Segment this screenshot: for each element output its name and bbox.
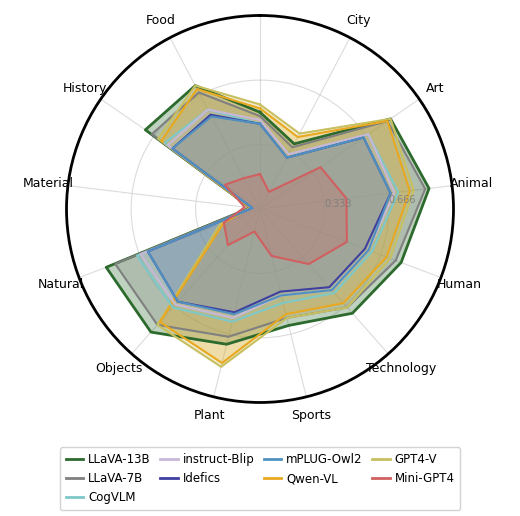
Text: 0.666: 0.666 [388, 195, 416, 205]
Polygon shape [106, 86, 429, 344]
Polygon shape [137, 109, 398, 321]
Text: 0.333: 0.333 [324, 199, 352, 209]
Polygon shape [224, 167, 347, 264]
Polygon shape [160, 89, 410, 363]
Polygon shape [140, 109, 395, 318]
Polygon shape [158, 86, 414, 367]
Polygon shape [115, 92, 425, 337]
Polygon shape [148, 115, 391, 312]
Polygon shape [148, 117, 391, 314]
Legend: LLaVA-13B, LLaVA-7B, CogVLM, instruct-Blip, Idefics, mPLUG-Owl2, Qwen-VL, GPT4-V: LLaVA-13B, LLaVA-7B, CogVLM, instruct-Bl… [60, 447, 460, 510]
